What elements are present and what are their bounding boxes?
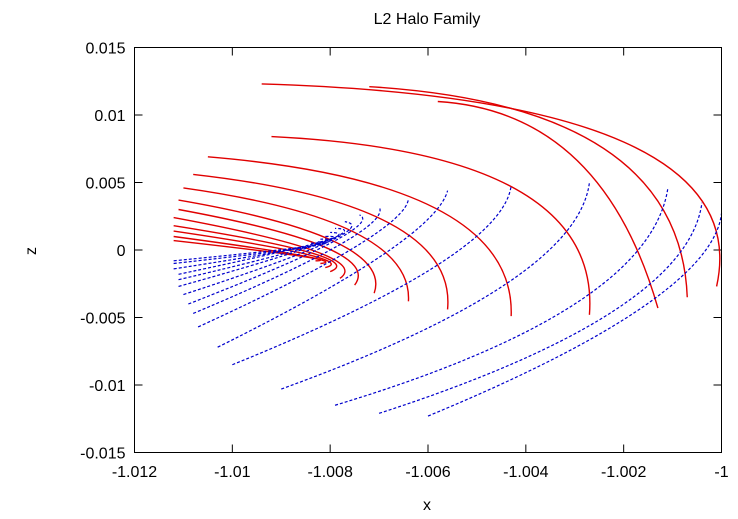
blue-dashed-arc-curve bbox=[178, 227, 346, 288]
x-tick-label: -1.002 bbox=[601, 464, 646, 481]
halo-curves bbox=[173, 83, 723, 417]
blue-dashed-arc-curve bbox=[281, 182, 591, 390]
red-arc-curve bbox=[193, 173, 449, 310]
x-tick-label: -1 bbox=[714, 464, 728, 481]
x-tick-label: -1.006 bbox=[405, 464, 450, 481]
blue-dashed-arc-curve bbox=[217, 190, 449, 348]
y-tick-label: -0.005 bbox=[80, 311, 125, 328]
y-axis-label: z bbox=[23, 247, 40, 255]
blue-dashed-arc-curve bbox=[173, 238, 333, 270]
chart-title: L2 Halo Family bbox=[374, 11, 481, 28]
blue-dashed-arc-curve bbox=[173, 242, 322, 262]
y-tick-label: 0 bbox=[117, 243, 126, 260]
red-arc-curve bbox=[183, 187, 410, 302]
blue-dashed-arc-curve bbox=[188, 214, 364, 305]
axis-ticks: -1.012 -1.01 -1.008 -1.006 -1.004 -1.002 -1 0.0… bbox=[80, 41, 729, 482]
blue-dashed-arc-curve bbox=[192, 206, 381, 315]
blue-dashed-arc-curve bbox=[173, 241, 327, 265]
y-tick-label: -0.01 bbox=[89, 378, 126, 395]
blue-dashed-arc-curve bbox=[178, 235, 335, 275]
x-tick-label: -1.004 bbox=[503, 464, 548, 481]
blue-dashed-arc-curve bbox=[232, 185, 512, 366]
red-arc-curve bbox=[178, 199, 377, 294]
blue-dashed-arc-curve bbox=[334, 189, 669, 406]
red-arc-curve bbox=[178, 208, 359, 286]
x-tick-label: -1.008 bbox=[307, 464, 352, 481]
red-arc-curve bbox=[173, 235, 327, 265]
red-arc-curve bbox=[437, 100, 659, 309]
blue-dashed-arc-curve bbox=[378, 202, 703, 414]
red-arc-curve bbox=[173, 230, 332, 269]
x-tick-label: -1.012 bbox=[112, 464, 157, 481]
red-arc-curve bbox=[369, 85, 688, 298]
x-axis-label: x bbox=[423, 497, 431, 514]
red-arc-curve bbox=[173, 239, 322, 262]
red-arc-curve bbox=[261, 83, 721, 287]
y-tick-label: -0.015 bbox=[80, 446, 125, 463]
y-tick-label: 0.005 bbox=[85, 176, 125, 193]
y-tick-label: 0.015 bbox=[85, 41, 125, 58]
red-arc-curve bbox=[271, 135, 591, 315]
y-tick-label: 0.01 bbox=[94, 108, 125, 125]
blue-dashed-arc-curve bbox=[197, 198, 410, 328]
x-tick-label: -1.01 bbox=[214, 464, 251, 481]
red-arc-curve bbox=[207, 156, 512, 317]
plot-frame bbox=[134, 47, 722, 453]
blue-dashed-arc-curve bbox=[427, 213, 723, 417]
